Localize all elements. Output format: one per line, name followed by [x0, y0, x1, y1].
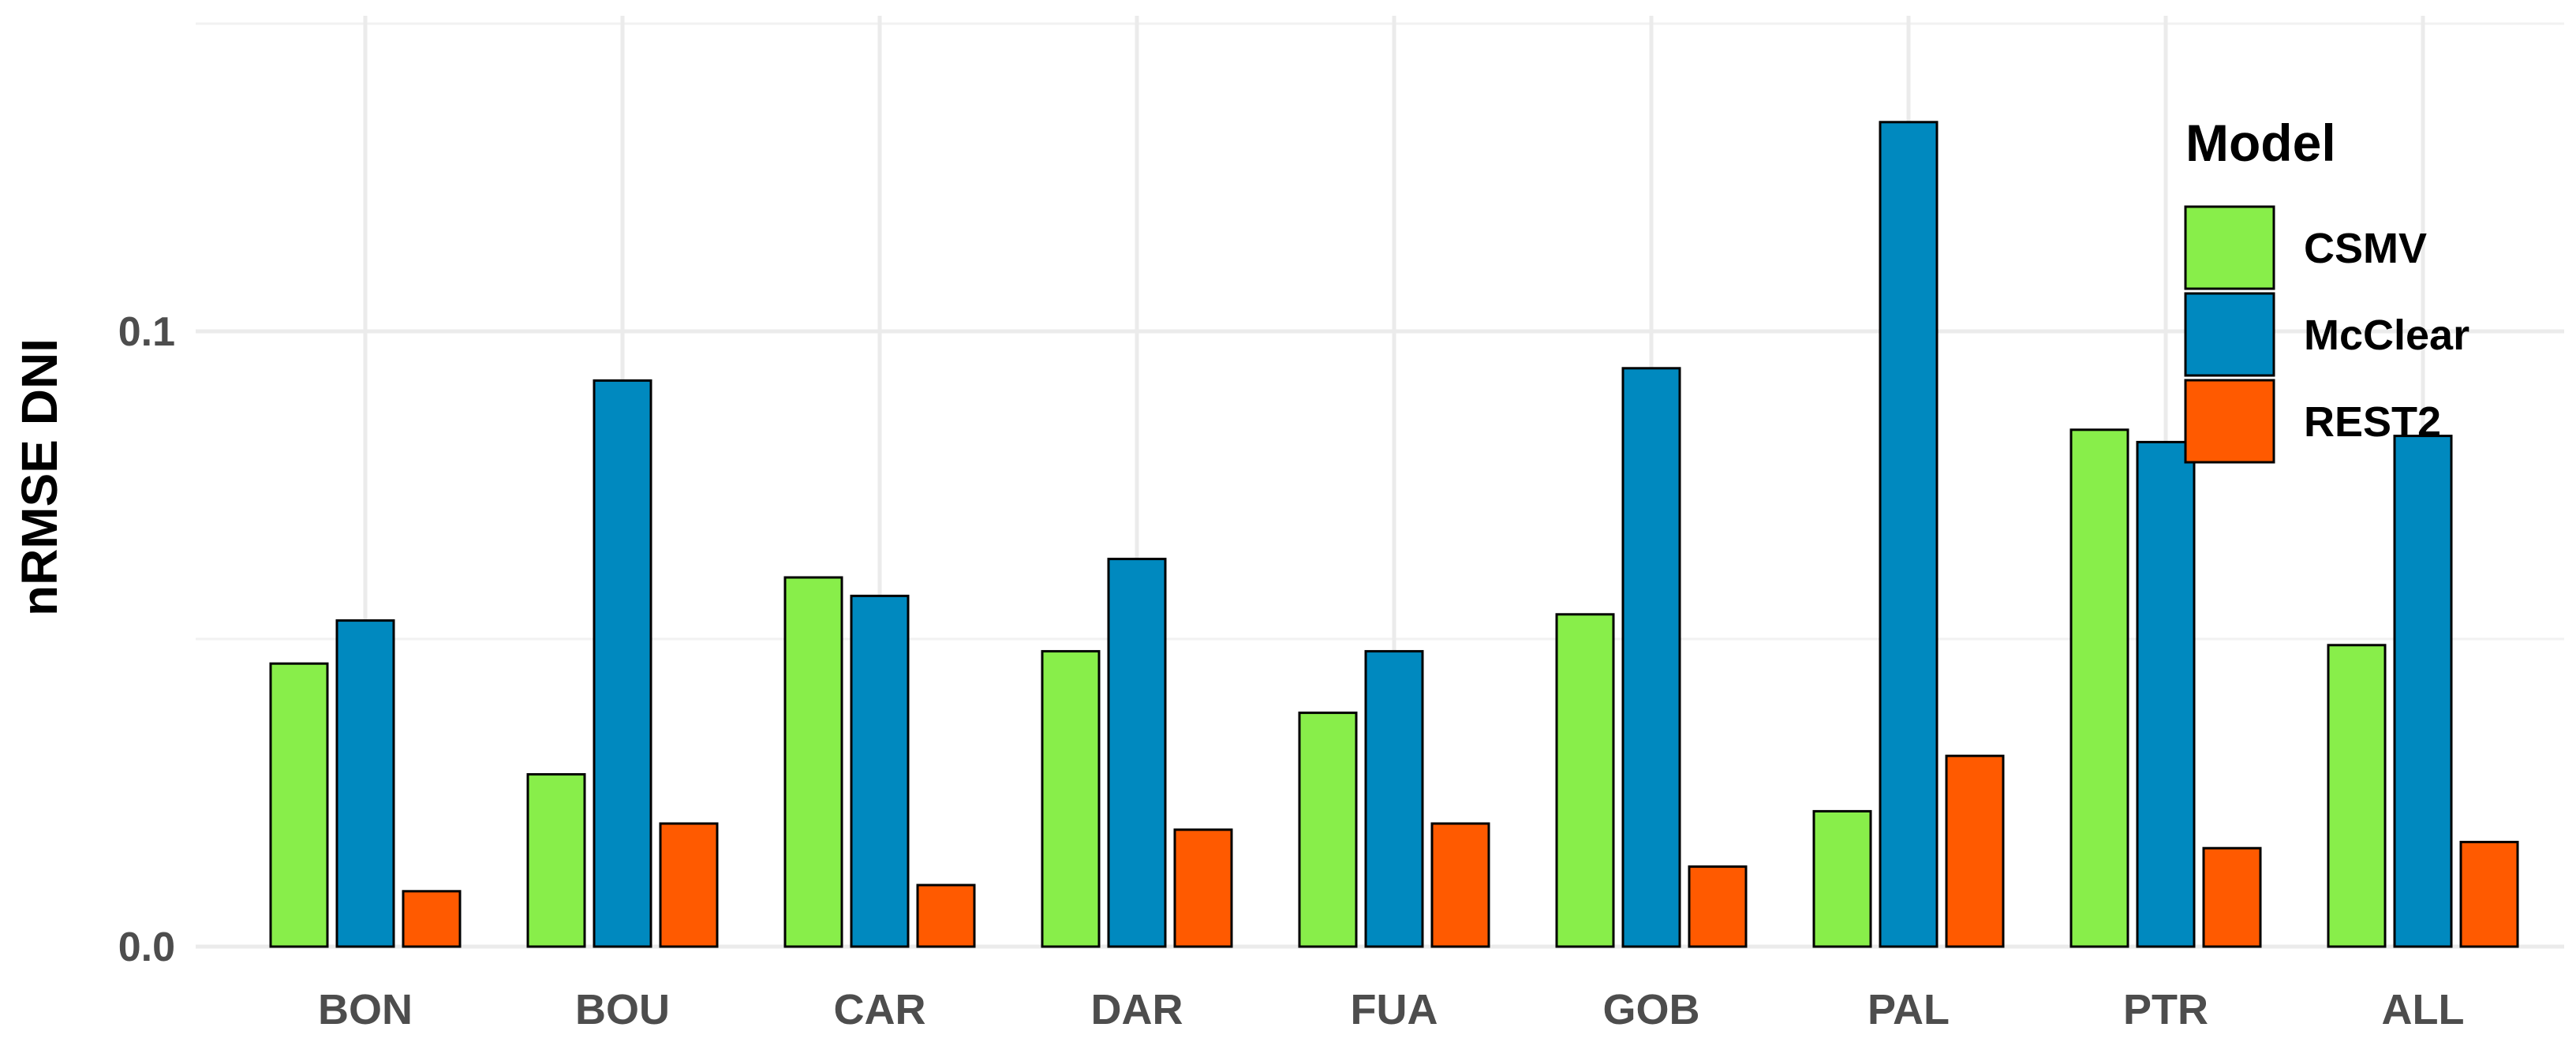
x-tick-label: DAR — [1091, 986, 1183, 1033]
x-tick-label: CAR — [834, 986, 926, 1033]
x-tick-label: PAL — [1868, 986, 1950, 1033]
y-tick-label: 0.1 — [118, 309, 175, 355]
bar-mcclear-all — [2393, 435, 2453, 948]
bar-rest2-gob — [1688, 865, 1748, 948]
bar-rest2-bou — [659, 822, 719, 948]
bar-rest2-bon — [402, 890, 462, 948]
legend-title: Model — [2185, 114, 2336, 172]
legend-label-csmv: CSMV — [2304, 225, 2427, 272]
x-tick-label: GOB — [1602, 986, 1699, 1033]
bar-mcclear-pal — [1879, 121, 1939, 948]
bar-rest2-pal — [1945, 754, 2005, 948]
bar-mcclear-bon — [335, 619, 395, 948]
legend-items: CSMV McClear REST2 — [2184, 205, 2469, 464]
y-tick-label: 0.0 — [118, 925, 175, 970]
bar-csmv-all — [2327, 644, 2387, 948]
bar-csmv-fua — [1298, 712, 1358, 948]
bar-csmv-pal — [1812, 809, 1872, 948]
x-tick-label: BOU — [575, 986, 670, 1033]
legend-label-mcclear: McClear — [2304, 312, 2469, 359]
legend-label-rest2: REST2 — [2304, 398, 2441, 446]
x-tick-labels: BON BOU CAR DAR FUA GOB PAL PTR ALL — [318, 986, 2464, 1033]
bar-rest2-ptr — [2202, 846, 2262, 948]
bar-mcclear-ptr — [2136, 440, 2196, 948]
bar-csmv-bou — [526, 773, 586, 948]
legend-key-mcclear — [2184, 292, 2275, 377]
bar-rest2-all — [2459, 840, 2519, 948]
bar-mcclear-bou — [593, 379, 652, 948]
x-tick-label: PTR — [2123, 986, 2208, 1033]
x-tick-label: ALL — [2382, 986, 2465, 1033]
y-tick-labels: 0.00.10.2 — [118, 309, 175, 970]
y-axis-title: nRMSE DNI — [11, 338, 68, 616]
bars — [269, 121, 2519, 948]
x-tick-label: FUA — [1351, 986, 1438, 1033]
bar-csmv-ptr — [2069, 428, 2129, 948]
legend-key-csmv — [2184, 205, 2275, 290]
bar-rest2-fua — [1430, 822, 1490, 948]
legend: Model CSMV McClear REST2 — [2184, 114, 2469, 464]
legend-key-rest2 — [2184, 379, 2275, 464]
x-tick-label: BON — [318, 986, 413, 1033]
bar-mcclear-car — [850, 594, 910, 948]
bar-csmv-bon — [269, 662, 329, 948]
bar-rest2-dar — [1173, 828, 1233, 948]
bar-csmv-gob — [1555, 613, 1615, 948]
bar-mcclear-fua — [1364, 650, 1424, 948]
bar-mcclear-gob — [1621, 367, 1681, 948]
bar-csmv-dar — [1041, 650, 1101, 948]
bar-csmv-car — [783, 576, 843, 948]
bar-rest2-car — [916, 883, 976, 948]
bar-mcclear-dar — [1107, 558, 1167, 948]
